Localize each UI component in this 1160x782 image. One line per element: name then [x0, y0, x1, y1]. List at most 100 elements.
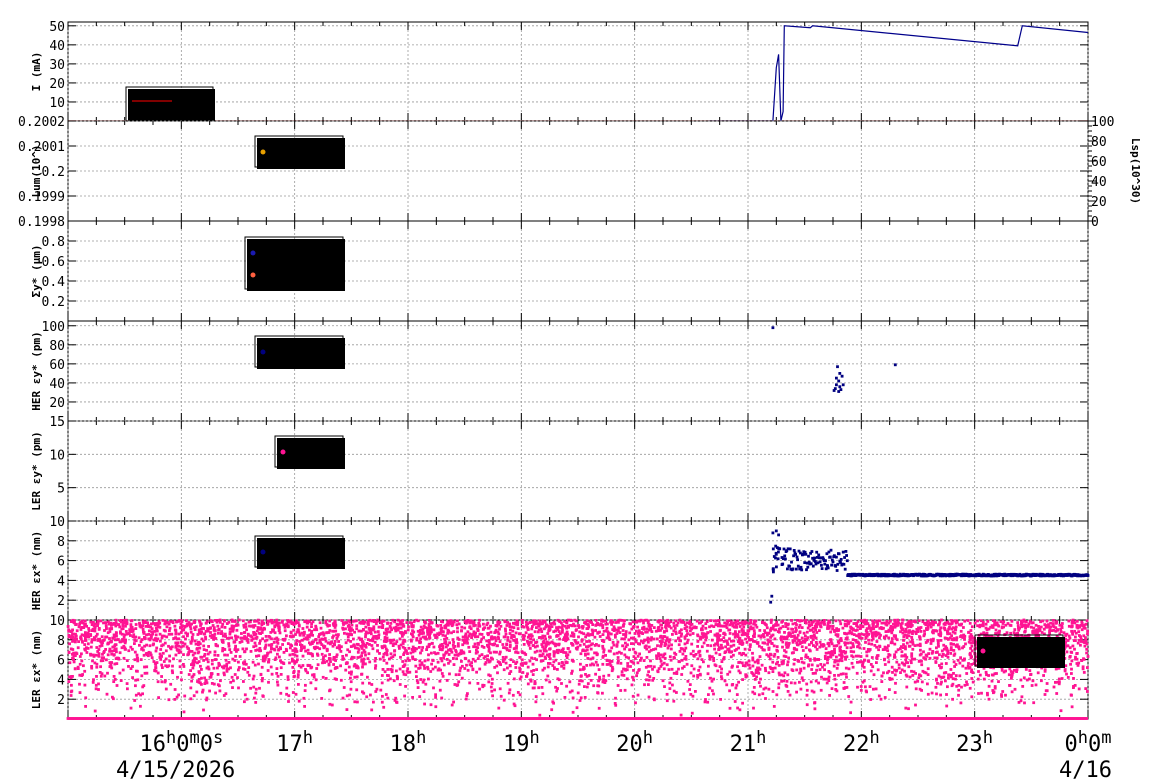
data-point — [404, 685, 407, 688]
data-point — [175, 642, 179, 646]
data-point — [1030, 625, 1033, 629]
legend-box — [254, 535, 344, 568]
data-point — [770, 594, 774, 598]
y-tick-label: 0.1998 — [18, 215, 65, 230]
data-point — [700, 658, 704, 661]
data-point — [991, 626, 995, 629]
data-point — [229, 651, 233, 654]
data-point — [579, 662, 582, 666]
data-point — [877, 648, 880, 652]
data-point — [1077, 661, 1081, 665]
data-point — [318, 633, 321, 636]
data-point — [959, 629, 963, 633]
data-point — [133, 636, 137, 639]
data-point — [598, 677, 602, 681]
data-point — [840, 659, 844, 663]
data-point — [545, 653, 549, 657]
data-point — [955, 620, 959, 624]
data-point — [899, 645, 903, 648]
data-point — [800, 568, 804, 572]
data-point — [810, 689, 814, 693]
data-point — [628, 631, 632, 635]
data-point — [630, 627, 634, 631]
data-point — [845, 559, 849, 563]
data-point — [360, 658, 364, 662]
data-point — [601, 654, 605, 658]
data-point — [970, 677, 974, 680]
data-point — [257, 627, 260, 631]
data-point — [615, 632, 619, 635]
data-point — [709, 619, 712, 622]
data-point — [899, 630, 902, 634]
data-point — [393, 699, 397, 702]
data-point — [945, 621, 949, 624]
data-point — [176, 649, 180, 652]
data-point — [346, 635, 350, 639]
data-point — [749, 643, 752, 647]
data-point — [490, 677, 494, 681]
data-point — [143, 665, 146, 669]
data-point — [189, 697, 193, 701]
data-point — [598, 675, 601, 679]
data-point — [666, 646, 670, 650]
legend-shadow — [277, 438, 345, 469]
data-point — [194, 657, 198, 661]
data-point — [765, 653, 769, 657]
data-point — [838, 385, 842, 389]
data-point — [513, 622, 517, 626]
data-point — [738, 651, 741, 655]
data-point — [513, 704, 517, 708]
data-point — [1072, 685, 1075, 688]
data-point — [165, 621, 168, 625]
data-point — [322, 659, 325, 663]
data-point — [258, 639, 262, 643]
data-point — [856, 685, 859, 689]
data-point — [772, 644, 776, 648]
data-point — [1010, 690, 1014, 694]
data-point — [309, 681, 313, 685]
data-point — [813, 635, 816, 639]
data-point — [223, 653, 226, 657]
data-point — [210, 659, 214, 662]
data-point — [1058, 680, 1061, 684]
data-point — [802, 666, 806, 670]
series-her-x- — [769, 529, 1090, 604]
legend-dot — [260, 349, 266, 355]
data-point — [329, 669, 333, 673]
y-tick-label: 60 — [49, 358, 65, 373]
data-point — [548, 680, 552, 684]
data-point — [377, 625, 381, 629]
data-point — [1023, 701, 1026, 705]
data-point — [645, 678, 648, 682]
data-point — [919, 648, 922, 652]
data-point — [350, 670, 353, 674]
legend-box — [254, 335, 344, 368]
data-point — [939, 639, 943, 642]
data-point — [502, 635, 506, 639]
data-point — [622, 622, 626, 626]
data-point — [96, 650, 100, 653]
data-point — [1017, 628, 1021, 632]
data-point — [416, 629, 420, 633]
data-point — [831, 653, 835, 657]
data-point — [539, 627, 543, 631]
data-point — [303, 689, 307, 692]
data-point — [827, 644, 831, 648]
data-point — [713, 647, 716, 651]
data-point — [377, 633, 381, 637]
data-point — [440, 626, 444, 630]
data-point — [230, 627, 234, 630]
data-point — [182, 644, 185, 648]
data-point — [1043, 668, 1047, 672]
data-point — [579, 652, 583, 656]
data-point — [155, 628, 159, 632]
data-point — [594, 619, 598, 622]
data-point — [1086, 573, 1089, 577]
data-point — [844, 666, 848, 670]
data-point — [738, 636, 742, 640]
data-point — [351, 628, 354, 632]
data-point — [538, 619, 542, 623]
data-point — [93, 629, 97, 633]
data-point — [893, 691, 897, 694]
data-point — [826, 624, 830, 628]
